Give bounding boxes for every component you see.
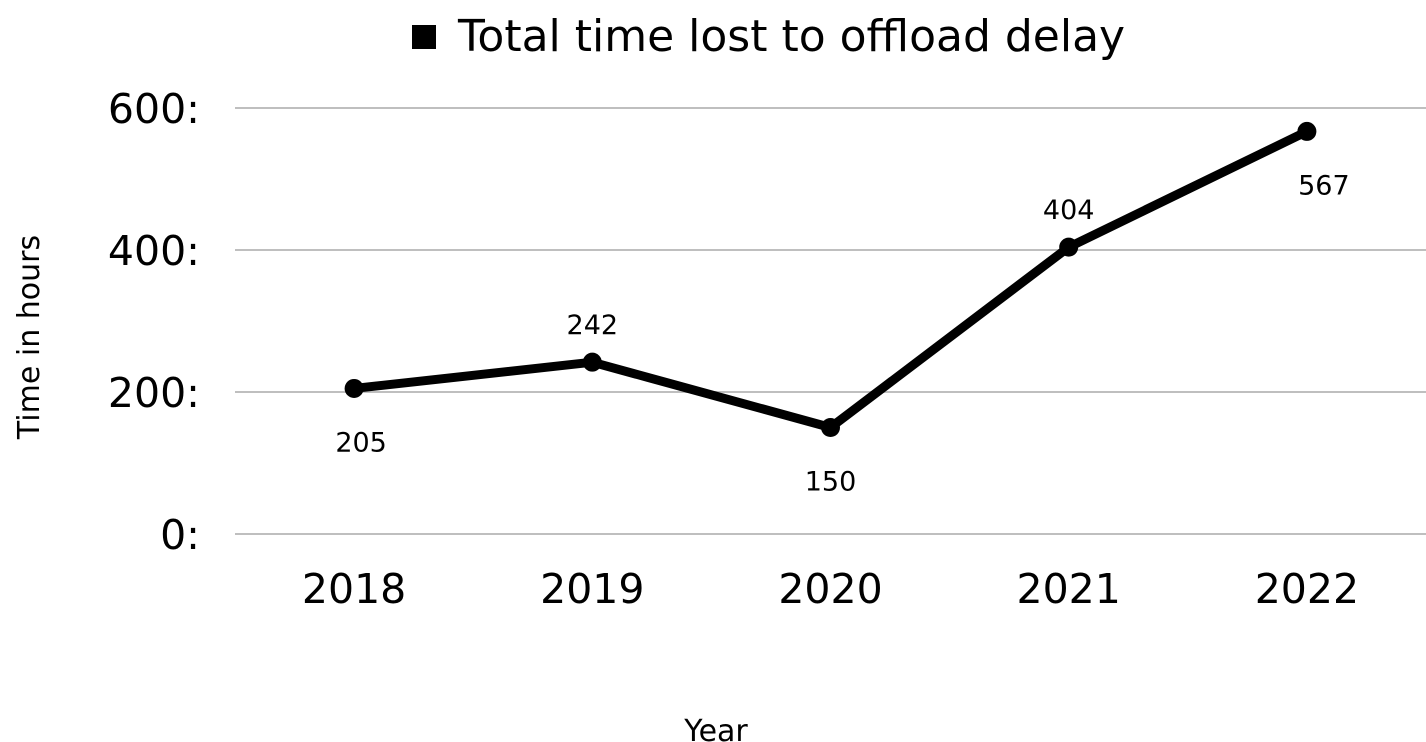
y-axis-label: Time in hours <box>12 235 47 440</box>
data-point <box>1059 237 1079 257</box>
x-tick-label: 2018 <box>302 565 406 613</box>
data-point <box>1297 121 1317 141</box>
data-label: 404 <box>1043 195 1095 226</box>
x-tick-label: 2019 <box>540 565 644 613</box>
legend-series-name: Total time lost to offload delay <box>457 11 1125 62</box>
y-tick-label: 600: <box>108 85 200 133</box>
x-tick-label: 2020 <box>778 565 882 613</box>
series-line <box>349 126 1312 432</box>
y-tick-label: 200: <box>108 369 200 417</box>
data-points <box>344 121 1317 437</box>
data-label: 567 <box>1298 170 1350 201</box>
data-label: 150 <box>805 467 857 498</box>
gridlines <box>235 107 1426 535</box>
x-tick-labels: 2018 2019 2020 2021 2022 <box>302 565 1359 613</box>
x-tick-label: 2021 <box>1017 565 1121 613</box>
data-point <box>582 352 602 372</box>
data-label: 205 <box>335 427 387 458</box>
series-line-group <box>349 126 1312 432</box>
y-tick-labels: 0: 200: 400: 600: <box>108 85 200 559</box>
legend-marker-icon <box>412 25 436 49</box>
data-point <box>821 418 840 437</box>
legend: Total time lost to offload delay <box>412 11 1125 62</box>
x-axis-label: Year <box>683 714 748 742</box>
y-tick-label: 400: <box>108 227 200 275</box>
data-point <box>344 378 364 398</box>
data-labels: 205 242 150 404 567 <box>335 170 1349 497</box>
x-tick-label: 2022 <box>1255 565 1359 613</box>
y-tick-label: 0: <box>160 511 200 559</box>
data-label: 242 <box>567 310 619 341</box>
